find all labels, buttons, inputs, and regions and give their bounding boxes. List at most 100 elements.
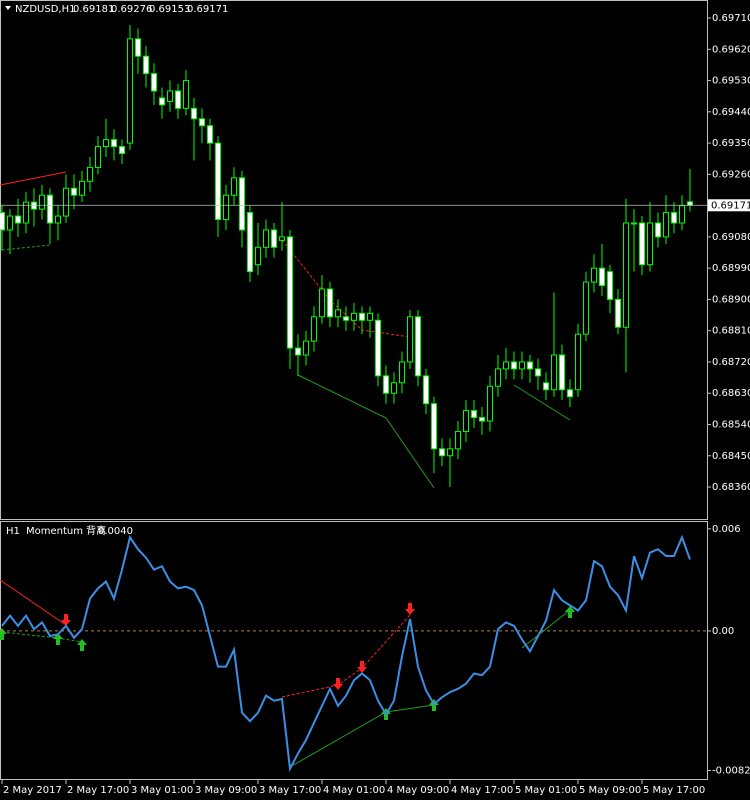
candle-body: [487, 385, 493, 422]
indicator-title: Momentum 背离: [26, 524, 106, 537]
candle-body: [631, 222, 637, 225]
price-label-box: [708, 199, 750, 212]
candle-body: [559, 354, 565, 391]
candle-body: [111, 139, 117, 148]
candle-body: [287, 236, 293, 349]
open-value: 0.69181: [73, 4, 114, 15]
candle-body: [519, 361, 525, 370]
buy-arrow: [53, 633, 63, 645]
x-tick-label: 5 May 17:00: [643, 785, 705, 796]
candle-body: [671, 212, 677, 224]
candle-body: [303, 340, 309, 356]
sell-arrow: [405, 603, 415, 615]
y-tick-label: 0.68630: [712, 388, 750, 399]
candle-body: [151, 73, 157, 92]
candle-body: [511, 361, 517, 370]
bull-divergence: [521, 609, 571, 649]
bear-divergence: [0, 579, 67, 626]
candle-body: [367, 312, 373, 321]
buy-arrow: [565, 606, 575, 618]
candle-body: [47, 194, 53, 224]
candle-body: [0, 212, 5, 231]
candle-body: [599, 267, 605, 287]
candle-body: [167, 90, 173, 102]
candle-body: [391, 382, 397, 394]
indicator-period: H1: [6, 526, 20, 537]
candle-body: [335, 309, 341, 318]
candle-body: [55, 215, 61, 224]
y-tick-label: 0.68990: [712, 263, 750, 274]
candle-body: [399, 361, 405, 384]
bull-divergence: [289, 704, 435, 768]
candle-body: [135, 38, 141, 57]
y-tick-label: 0.68810: [712, 326, 750, 337]
candle-body: [503, 361, 509, 370]
x-tick-label: 2 May 17:00: [67, 785, 129, 796]
candle-body: [271, 229, 277, 248]
candle-body: [239, 177, 245, 231]
sell-arrow: [357, 661, 367, 673]
momentum-line: [1, 534, 691, 773]
candle-body: [535, 368, 541, 377]
divergence-lines: [0, 171, 571, 768]
bear-divergence: [0, 171, 67, 186]
candle-body: [143, 55, 149, 75]
candle-body: [79, 180, 85, 196]
candle-body: [471, 410, 477, 419]
candle-body: [407, 316, 413, 363]
y-tick-label: 0.69080: [712, 232, 750, 243]
candle-body: [463, 410, 469, 432]
candle-body: [183, 80, 189, 109]
candle-body: [279, 236, 285, 241]
x-tick-label: 5 May 09:00: [579, 785, 641, 796]
main-pane: [0, 0, 708, 520]
x-tick-label: 2 May 2017: [3, 785, 62, 796]
y-tick-label: 0.006: [712, 524, 741, 535]
candle-body: [159, 97, 165, 106]
candle-body: [583, 281, 589, 335]
y-tick-label: 0.69530: [712, 76, 750, 87]
candle-body: [607, 271, 613, 300]
candle-body: [591, 267, 597, 283]
y-tick-label: 0.68900: [712, 294, 750, 305]
candle-body: [231, 177, 237, 196]
candle-body: [207, 125, 213, 144]
candle-body: [575, 333, 581, 391]
price-label: 0.69171: [711, 200, 750, 211]
candle-body: [247, 212, 253, 273]
candle-body: [23, 201, 29, 224]
candle-body: [431, 403, 437, 450]
candle-body: [95, 146, 101, 168]
candle-body: [375, 319, 381, 377]
y-tick-label: 0.69710: [712, 13, 750, 24]
candle-body: [343, 316, 349, 321]
candle-body: [567, 389, 573, 398]
candle-body: [551, 354, 557, 391]
sell-arrow: [61, 614, 71, 626]
indicator-pane: [0, 521, 708, 780]
bull-divergence: [513, 384, 571, 421]
candle-body: [679, 205, 685, 224]
candle-body: [191, 107, 197, 120]
y-tick-label: 0.68450: [712, 451, 750, 462]
candle-body: [647, 222, 653, 266]
bull-divergence: [1, 244, 51, 251]
y-tick-label: 0.68720: [712, 357, 750, 368]
menu-arrow[interactable]: [5, 6, 11, 10]
candle-body: [215, 142, 221, 221]
candle-body: [455, 430, 461, 450]
x-tick-label: 4 May 09:00: [387, 785, 449, 796]
candle-body: [7, 215, 13, 231]
candle-body: [311, 316, 317, 342]
candle-body: [319, 288, 325, 318]
x-tick-label: 4 May 17:00: [451, 785, 513, 796]
candle-body: [351, 312, 357, 321]
candle-body: [119, 146, 125, 155]
candle-body: [175, 90, 181, 109]
y-tick-label: 0.69440: [712, 107, 750, 118]
candle-body: [87, 166, 93, 182]
candle-body: [71, 187, 77, 196]
candle-body: [447, 448, 453, 457]
candle-body: [223, 194, 229, 221]
